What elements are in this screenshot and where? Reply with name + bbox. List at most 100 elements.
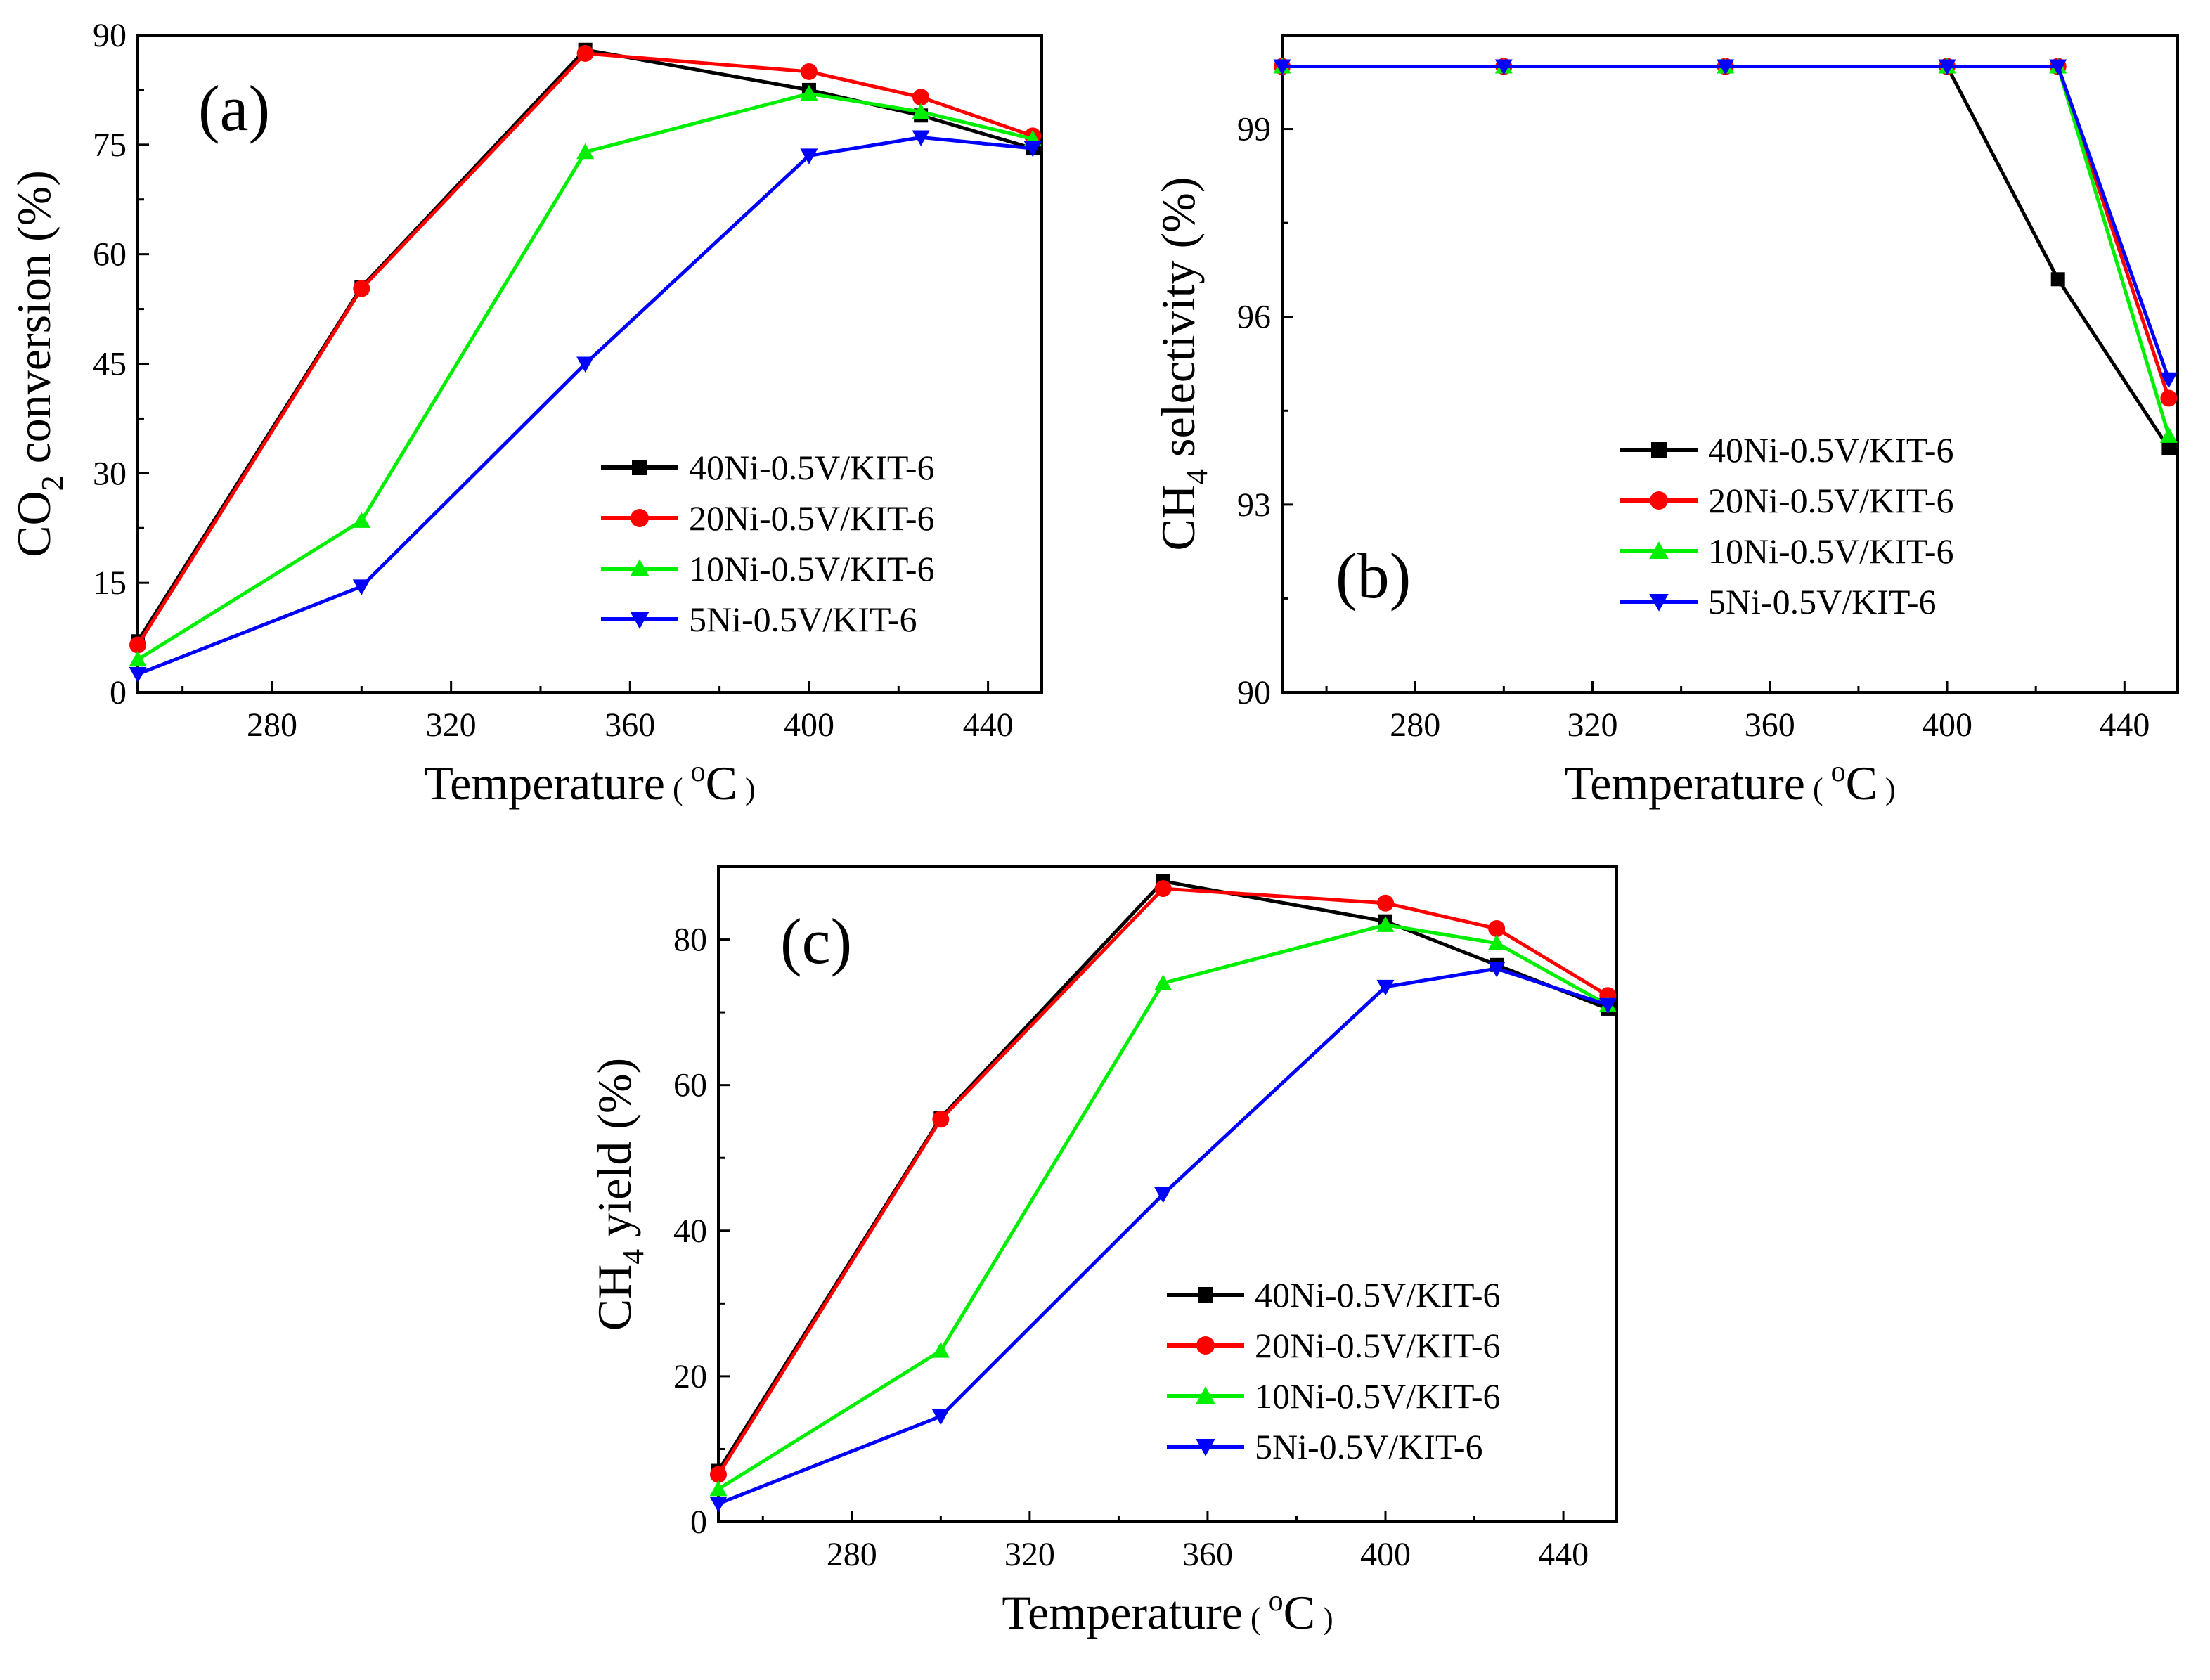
series-20Ni-0.5V/KIT-6 [1274, 58, 2178, 407]
x-tick-label: 280 [247, 706, 297, 744]
data-point [2159, 427, 2178, 443]
data-point [800, 148, 818, 164]
legend-label: 5Ni-0.5V/KIT-6 [1708, 582, 1937, 621]
data-point [2049, 59, 2067, 76]
y-tick-label: 75 [93, 127, 127, 164]
data-point [576, 44, 594, 62]
legend-marker [631, 509, 649, 527]
panel-label: (b) [1336, 540, 1411, 612]
y-tick-label: 99 [1237, 111, 1271, 148]
legend-marker [1649, 594, 1669, 612]
data-point [1598, 997, 1617, 1014]
x-axis-unit-degree: o [691, 756, 706, 788]
legend-marker [1651, 442, 1667, 458]
series-line [1282, 65, 2171, 380]
legend-marker [630, 559, 650, 576]
data-point [1377, 894, 1395, 912]
y-axis-title: CH4 selectivity (%) [1151, 177, 1214, 551]
data-point [1376, 916, 1395, 932]
x-axis-title-text: Temperature [1564, 756, 1805, 810]
y-axis-title-rest: yield [588, 1142, 641, 1249]
y-tick-label: 20 [673, 1358, 707, 1395]
x-axis-title: Temperature ( oC ) [1564, 756, 1895, 810]
series-20Ni-0.5V/KIT-6 [710, 880, 1617, 1483]
y-axis-title-text: CH [588, 1265, 641, 1331]
legend-label: 5Ni-0.5V/KIT-6 [689, 600, 917, 639]
chart-panel-b: 280 320 360 400 440 90 93 96 99 Temperature ( oC … [1151, 34, 2179, 810]
legend-marker [1196, 1386, 1215, 1404]
data-point [1487, 961, 1506, 978]
data-point [2161, 441, 2176, 455]
y-tick-label: 80 [673, 922, 707, 959]
data-point [353, 280, 370, 297]
y-axis-title-subscript: 4 [1180, 469, 1214, 484]
legend-marker [1650, 491, 1668, 510]
x-axis-unit-open: ( [665, 772, 691, 806]
x-tick-label: 400 [1360, 1536, 1411, 1573]
data-point [1023, 141, 1042, 157]
series-line [137, 135, 1033, 676]
data-point [576, 356, 595, 373]
x-axis-unit-open: ( [1805, 772, 1831, 806]
data-point [709, 1480, 728, 1497]
series-5Ni-0.5V/KIT-6 [1273, 59, 2178, 389]
data-point [1376, 979, 1395, 996]
y-tick-label: 30 [93, 455, 127, 492]
x-tick-label: 280 [827, 1536, 877, 1573]
data-point [129, 667, 147, 683]
x-tick-label: 280 [1390, 706, 1440, 744]
legend-label: 20Ni-0.5V/KIT-6 [1255, 1326, 1501, 1365]
legend-label: 40Ni-0.5V/KIT-6 [689, 448, 935, 487]
y-axis-title-rest: conversion [7, 254, 60, 475]
y-axis-title-text: CH [1151, 484, 1205, 550]
x-axis-unit-close: ) [737, 772, 756, 806]
series-10Ni-0.5V/KIT-6 [129, 84, 1042, 667]
data-point [1154, 974, 1172, 990]
x-axis-title: Temperature ( oC ) [1002, 1585, 1333, 1639]
series-line [717, 923, 1609, 1491]
x-tick-label: 440 [2099, 706, 2150, 744]
data-point [576, 143, 595, 160]
data-point [2050, 272, 2065, 287]
data-point [1938, 59, 1956, 76]
x-axis-title: Temperature ( oC ) [424, 756, 755, 810]
legend-label: 40Ni-0.5V/KIT-6 [1255, 1275, 1501, 1314]
data-point [709, 1497, 728, 1513]
legend-label: 10Ni-0.5V/KIT-6 [1708, 531, 1954, 571]
y-axis-unit: (%) [7, 170, 60, 254]
y-axis-title-rest: selectivity [1151, 260, 1205, 468]
legend-label: 10Ni-0.5V/KIT-6 [689, 549, 935, 588]
series-5Ni-0.5V/KIT-6 [709, 961, 1617, 1513]
y-tick-label: 45 [93, 346, 127, 383]
x-tick-label: 320 [426, 706, 477, 744]
data-point [1487, 934, 1506, 950]
data-point [931, 1409, 950, 1426]
series-40Ni-0.5V/KIT-6 [1275, 59, 2176, 455]
y-tick-label: 90 [1237, 674, 1271, 711]
legend-marker [630, 612, 650, 629]
y-tick-label: 90 [93, 17, 127, 54]
y-tick-label: 96 [1237, 299, 1271, 336]
legend-marker [1196, 1336, 1215, 1355]
data-point [912, 103, 930, 119]
x-tick-label: 440 [963, 706, 1014, 744]
data-point [800, 84, 818, 101]
x-axis-unit-degree: o [1269, 1585, 1284, 1617]
y-tick-label: 40 [673, 1213, 707, 1250]
data-point [932, 1111, 950, 1128]
data-point [2159, 372, 2178, 389]
legend-marker [1196, 1439, 1215, 1456]
data-point [352, 512, 370, 528]
data-point [710, 1466, 727, 1483]
data-point [912, 130, 930, 146]
legend-marker [1649, 541, 1669, 559]
y-tick-label: 0 [110, 674, 127, 711]
y-tick-label: 93 [1237, 486, 1271, 524]
x-axis-unit: C [706, 756, 737, 810]
y-tick-label: 60 [673, 1067, 707, 1104]
x-axis-unit: C [1284, 1586, 1315, 1639]
series-line [136, 51, 1034, 646]
x-tick-label: 400 [1922, 706, 1972, 744]
data-point [1154, 880, 1172, 898]
